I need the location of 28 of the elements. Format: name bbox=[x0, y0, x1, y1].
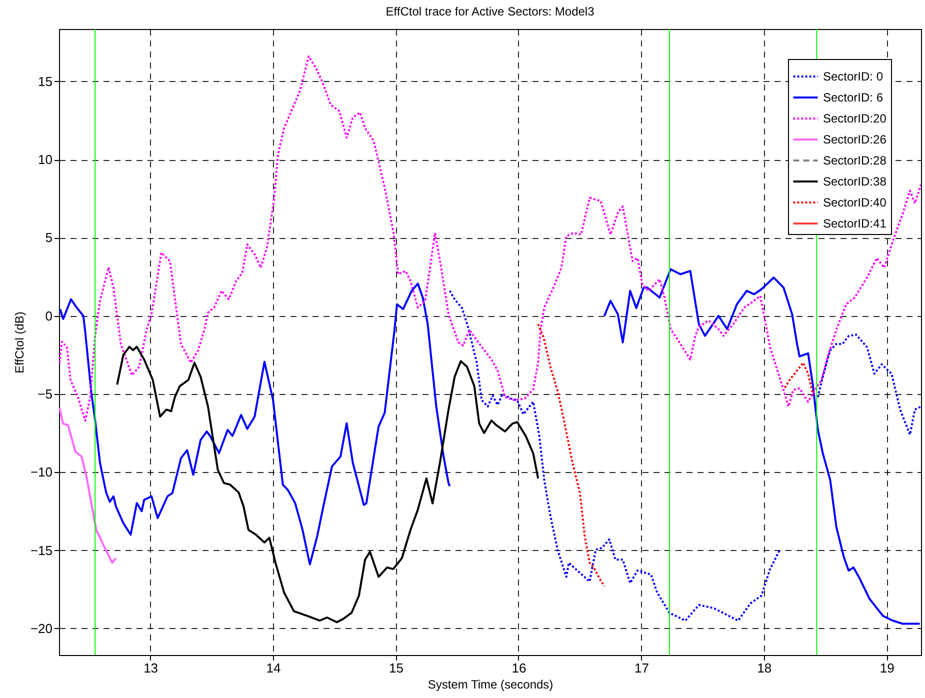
x-tick-label: 14 bbox=[266, 660, 281, 676]
x-tick-label: 19 bbox=[880, 660, 894, 676]
x-tick-label: 17 bbox=[634, 660, 649, 676]
x-axis-title: System Time (seconds) bbox=[428, 678, 554, 692]
y-tick-label: 0 bbox=[45, 308, 52, 324]
y-tick-label: 15 bbox=[38, 74, 52, 89]
legend-label: SectorID:28 bbox=[823, 154, 887, 168]
y-tick-label: 10 bbox=[38, 152, 52, 168]
y-tick-label: −10 bbox=[30, 464, 52, 480]
x-tick-label: 16 bbox=[512, 660, 526, 676]
legend-label: SectorID: 0 bbox=[823, 70, 884, 84]
y-tick-label: −5 bbox=[38, 386, 52, 402]
legend-label: SectorID: 6 bbox=[823, 90, 884, 104]
legend-label: SectorID:26 bbox=[823, 132, 887, 146]
y-tick-label: −20 bbox=[30, 620, 52, 636]
x-tick-label: 13 bbox=[144, 660, 158, 676]
line-series bbox=[59, 407, 117, 564]
line-series bbox=[59, 55, 921, 422]
x-tick-label: 15 bbox=[389, 660, 404, 676]
legend-label: SectorID:38 bbox=[823, 174, 887, 188]
legend-label: SectorID:40 bbox=[823, 196, 887, 210]
legend-label: SectorID:20 bbox=[823, 112, 887, 126]
chart-title: EffCtol trace for Active Sectors: Model3 bbox=[386, 4, 595, 18]
x-tick-label: 18 bbox=[757, 660, 772, 676]
y-axis-title: EffCtol (dB) bbox=[12, 312, 26, 374]
y-tick-label: 5 bbox=[45, 230, 52, 246]
legend-label: SectorID:41 bbox=[823, 216, 887, 230]
y-tick-label: −15 bbox=[30, 542, 52, 558]
